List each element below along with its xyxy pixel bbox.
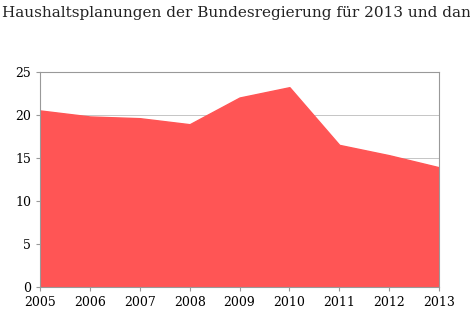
Text: Die Haushaltsplanungen der Bundesregierung für 2013 und danach: Die Haushaltsplanungen der Bundesregieru… (0, 6, 470, 20)
